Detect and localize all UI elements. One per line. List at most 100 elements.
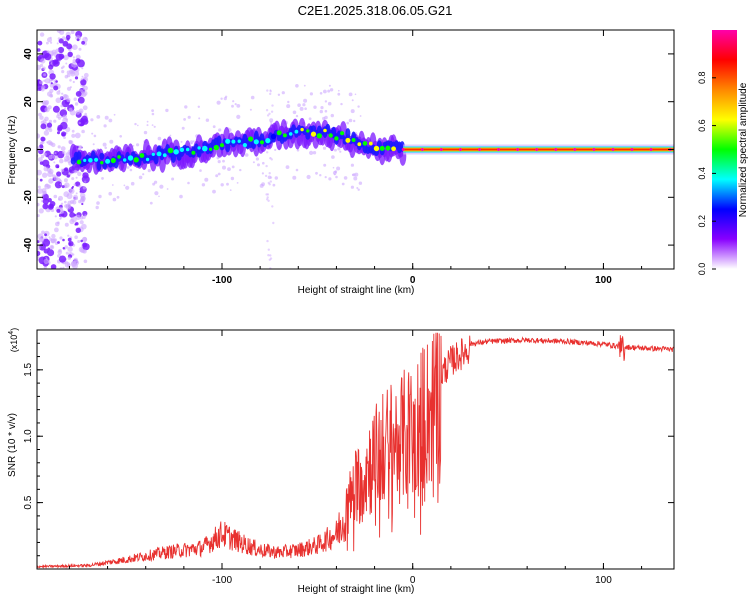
noise-blob (64, 200, 67, 204)
ridge-peak (351, 138, 356, 142)
noise-blob (57, 145, 61, 149)
noise-blob (56, 90, 61, 95)
noise-blob (57, 126, 63, 132)
noise-blob (69, 79, 72, 82)
snr-x-ticks: -100 0 100 (68, 330, 643, 586)
scatter-blob (338, 89, 340, 92)
speckle-blob (272, 221, 275, 225)
scatter-blob (217, 172, 221, 176)
ridge-peak (237, 139, 241, 143)
scatter-blob (343, 176, 348, 180)
noise-blob (43, 73, 47, 77)
scatter-blob (327, 101, 332, 106)
snr-panel: -100 0 100 0.5 1.0 1.5 Height of straight li… (7, 328, 675, 595)
scatter-blob (108, 191, 112, 196)
speckle-blob (268, 112, 271, 116)
noise-blob (44, 233, 47, 237)
scatter-blob (151, 124, 154, 126)
noise-blob (73, 260, 80, 266)
noise-blob (53, 194, 58, 199)
ridge-peak (265, 138, 271, 144)
scatter-blob (299, 106, 304, 111)
ridge-peak (253, 139, 259, 145)
noise-blob (67, 256, 72, 260)
scatter-blob (152, 182, 156, 186)
scatter-blob (113, 113, 116, 116)
noise-blob (71, 133, 76, 138)
noise-blob (43, 166, 49, 172)
noise-blob (60, 104, 64, 108)
ridge-peak (219, 143, 225, 148)
ridge-peak (197, 146, 201, 150)
noise-blob (48, 81, 51, 84)
snr-y-multiplier: (x104) (8, 328, 19, 352)
noise-blob (82, 249, 87, 254)
scatter-blob (297, 103, 301, 107)
scatter-blob (183, 118, 187, 121)
noise-blob (58, 53, 65, 60)
noise-blob (73, 183, 76, 186)
noise-blob (58, 38, 64, 44)
noise-blob (58, 195, 63, 201)
noise-blob (43, 258, 49, 265)
noise-blob (84, 112, 87, 116)
ridge-peak (83, 158, 87, 162)
noise-blob (43, 248, 49, 254)
scatter-blob (96, 115, 101, 119)
ridge-peak (391, 146, 396, 152)
scatter-blob (132, 145, 135, 147)
noise-blob (38, 208, 44, 214)
noise-blob (82, 186, 87, 190)
scatter-blob (102, 142, 107, 147)
scatter-blob (96, 201, 100, 205)
scatter-blob (101, 177, 104, 180)
scatter-blob (296, 148, 300, 152)
scatter-blob (143, 130, 148, 135)
noise-blob (79, 220, 84, 225)
scatter-blob (329, 88, 334, 92)
carrier-band-core (403, 148, 674, 151)
ridge-peak (225, 138, 231, 144)
noise-blob (40, 123, 47, 130)
noise-blob (57, 250, 63, 255)
noise-blob (62, 40, 69, 47)
ridge-peak (362, 141, 368, 146)
noise-blob (41, 140, 45, 144)
scatter-blob (137, 124, 139, 127)
noise-blob (46, 141, 49, 144)
scatter-blob (244, 153, 249, 157)
scatter-blob (212, 189, 216, 194)
noise-blob (57, 241, 60, 244)
ridge-peak (276, 130, 282, 136)
scatter-blob (335, 175, 338, 179)
noise-blob (59, 96, 63, 99)
noise-blob (75, 176, 78, 179)
scatter-blob (78, 184, 82, 188)
scatter-blob (180, 140, 183, 143)
ridge-core (153, 154, 159, 165)
spectrogram-y-tick-label: -40 (23, 237, 34, 252)
ridge-peak (328, 133, 333, 138)
scatter-blob (147, 169, 151, 173)
noise-blob (72, 185, 74, 188)
noise-blob (42, 172, 48, 178)
scatter-blob (356, 187, 359, 189)
noise-blob (62, 36, 66, 40)
noise-blob (60, 121, 68, 130)
noise-blob (41, 188, 47, 193)
scatter-blob (226, 182, 229, 186)
scatter-blob (93, 134, 97, 138)
spectrogram-y-tick-label: 40 (23, 48, 34, 60)
noise-blob (75, 227, 82, 233)
scatter-blob (351, 173, 354, 176)
noise-blob (65, 204, 72, 210)
noise-blob (38, 185, 41, 189)
carrier-peak (516, 148, 520, 151)
snr-plot-area (37, 330, 674, 569)
noise-blob (72, 80, 75, 84)
ridge-peak (282, 133, 287, 138)
colorbar-tick-label: 0.2 (697, 215, 707, 228)
noise-blob (66, 73, 71, 78)
ridge-core (99, 152, 105, 160)
noise-blob (54, 59, 59, 65)
